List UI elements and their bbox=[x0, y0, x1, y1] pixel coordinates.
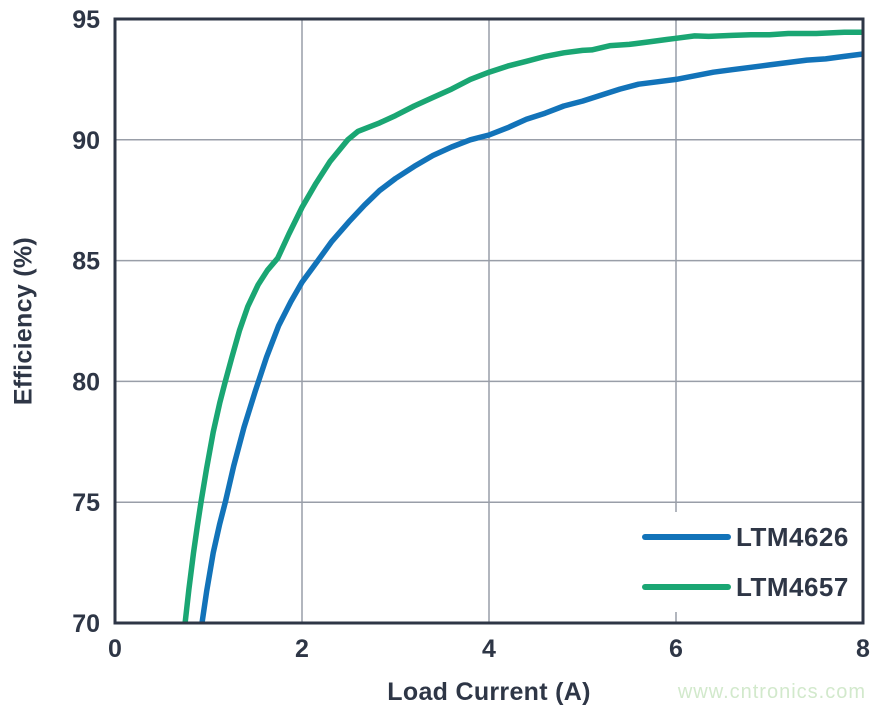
y-tick-label-95: 95 bbox=[72, 6, 100, 34]
y-tick-label-75: 75 bbox=[72, 489, 100, 517]
plot-border bbox=[113, 17, 865, 625]
y-axis-title: Efficiency (%) bbox=[9, 236, 38, 406]
series-line-LTM4626 bbox=[199, 51, 864, 624]
y-tick-label-70: 70 bbox=[72, 610, 100, 638]
x-tick-label-2: 2 bbox=[295, 635, 309, 663]
watermark-text: www.cntronics.com bbox=[677, 681, 866, 703]
x-tick-label-0: 0 bbox=[108, 635, 122, 663]
legend-label-LTM4657: LTM4657 bbox=[736, 572, 849, 602]
y-tick-label-90: 90 bbox=[72, 127, 100, 155]
x-axis-title: Load Current (A) bbox=[387, 678, 591, 706]
x-tick-label-4: 4 bbox=[482, 635, 496, 663]
y-tick-label-85: 85 bbox=[72, 248, 100, 276]
y-tick-label-80: 80 bbox=[72, 368, 100, 396]
legend-label-LTM4626: LTM4626 bbox=[736, 522, 849, 552]
legend-box bbox=[618, 512, 858, 612]
series-line-LTM4657 bbox=[182, 29, 863, 624]
x-tick-label-6: 6 bbox=[669, 635, 683, 663]
x-tick-label-8: 8 bbox=[856, 635, 870, 663]
